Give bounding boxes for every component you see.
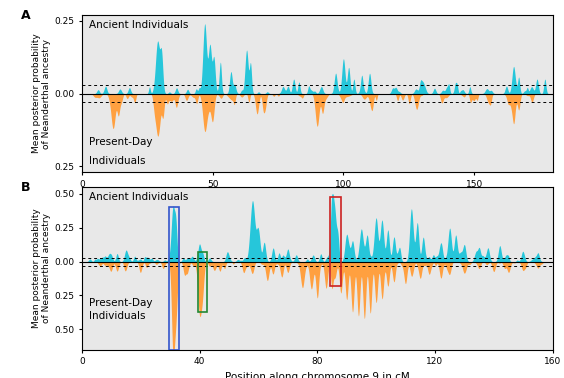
Bar (198, 252, 207, 312)
Text: Ancient Individuals: Ancient Individuals (89, 20, 188, 30)
Text: B: B (20, 181, 30, 194)
Bar (169, 208, 179, 350)
Text: Ancient Individuals: Ancient Individuals (89, 192, 188, 202)
Text: Present-Day: Present-Day (89, 297, 152, 308)
Y-axis label: Mean posterior probability
of Neanderthal ancestry: Mean posterior probability of Neandertha… (32, 209, 51, 328)
X-axis label: Position along chromosome X in cM: Position along chromosome X in cM (224, 194, 410, 204)
Text: A: A (20, 9, 30, 22)
Text: Present-Day: Present-Day (89, 138, 152, 147)
Text: Individuals: Individuals (89, 311, 146, 321)
X-axis label: Position along chromosome 9 in cM: Position along chromosome 9 in cM (225, 372, 409, 378)
Text: Individuals: Individuals (89, 156, 146, 166)
Bar (331, 197, 341, 286)
Y-axis label: Mean posterior probability
of Neanderthal ancestry: Mean posterior probability of Neandertha… (32, 34, 51, 153)
